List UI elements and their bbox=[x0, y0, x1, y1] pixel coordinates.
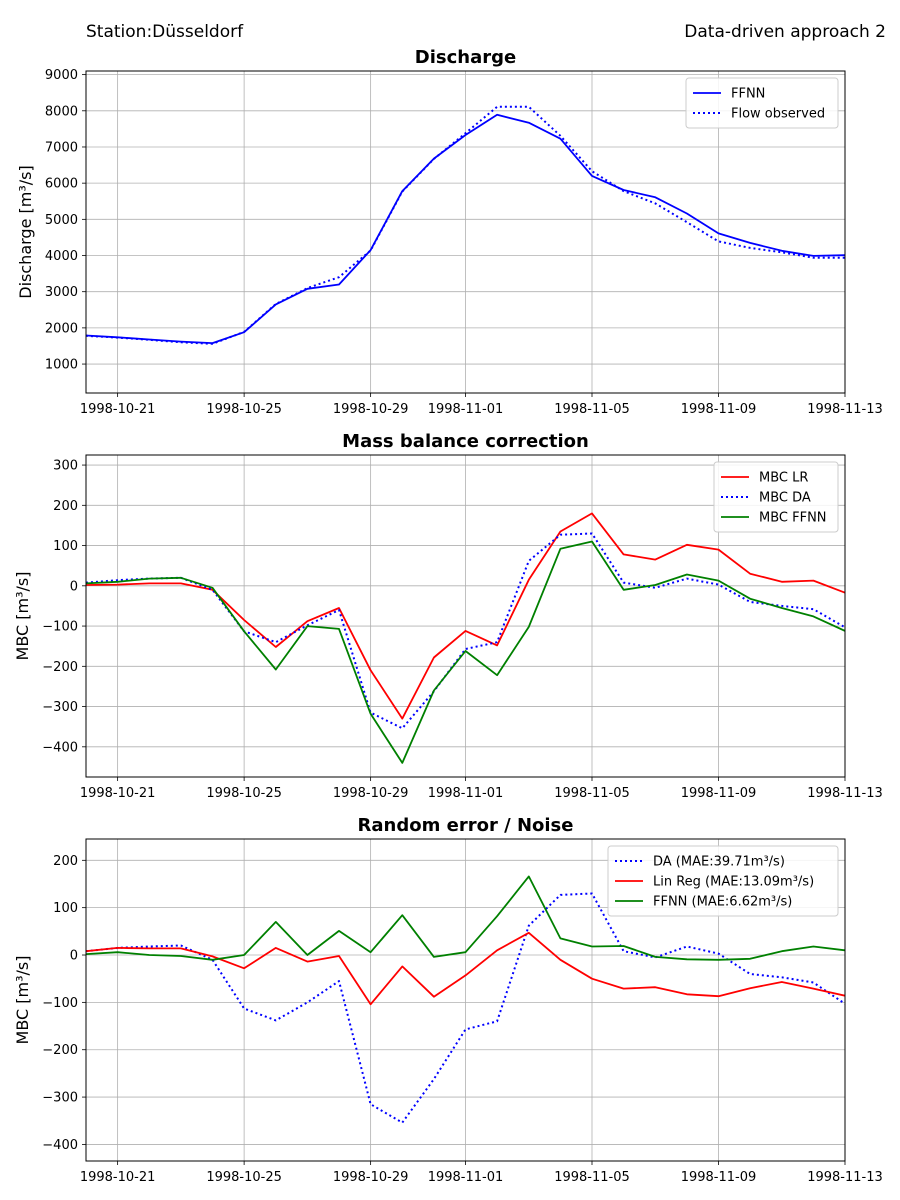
y-tick-label: −400 bbox=[42, 1138, 78, 1153]
y-tick-label: 2000 bbox=[45, 321, 78, 336]
y-axis-label: MBC [m³/s] bbox=[13, 572, 32, 661]
legend-label: Flow observed bbox=[731, 107, 825, 122]
chart-panel-1: Discharge 1000 2000 3000 4000 5000 6000 7000 800… bbox=[16, 47, 883, 417]
x-tick-label: 1998-11-09 bbox=[681, 1170, 757, 1185]
series-line-1 bbox=[86, 892, 845, 1124]
x-tick-label: 1998-11-01 bbox=[428, 786, 504, 801]
series-line-3 bbox=[86, 540, 845, 764]
x-tick-label: 1998-10-29 bbox=[333, 402, 409, 417]
station-label: Station:Düsseldorf bbox=[86, 22, 244, 42]
x-tick-label: 1998-10-25 bbox=[206, 1170, 282, 1185]
y-tick-label: 100 bbox=[53, 539, 78, 554]
legend-label: FFNN (MAE:6.62m³/s) bbox=[653, 895, 792, 910]
y-tick-label: −200 bbox=[42, 660, 78, 675]
y-tick-label: 9000 bbox=[45, 68, 78, 83]
legend-label: MBC LR bbox=[759, 471, 808, 486]
y-tick-label: −300 bbox=[42, 1091, 78, 1106]
plot-frame bbox=[85, 70, 846, 394]
series-line-3 bbox=[86, 875, 845, 961]
legend-box bbox=[713, 461, 839, 533]
legend-box bbox=[685, 77, 839, 129]
y-tick-label: −200 bbox=[42, 1043, 78, 1058]
x-tick-label: 1998-11-01 bbox=[428, 402, 504, 417]
plot-frame bbox=[85, 838, 846, 1162]
x-tick-label: 1998-10-29 bbox=[333, 786, 409, 801]
legend-label: DA (MAE:39.71m³/s) bbox=[653, 855, 785, 870]
plot-frame bbox=[85, 454, 846, 778]
series-line-1 bbox=[86, 512, 845, 720]
chart-title: Mass balance correction bbox=[342, 431, 589, 452]
y-tick-label: 200 bbox=[53, 499, 78, 514]
x-tick-label: 1998-11-05 bbox=[554, 786, 630, 801]
legend-box bbox=[607, 845, 839, 917]
x-tick-label: 1998-11-09 bbox=[681, 402, 757, 417]
y-tick-label: −300 bbox=[42, 700, 78, 715]
y-tick-label: 4000 bbox=[45, 249, 78, 264]
x-tick-label: 1998-11-13 bbox=[807, 786, 883, 801]
legend-label: MBC DA bbox=[759, 491, 811, 506]
y-tick-label: 7000 bbox=[45, 140, 78, 155]
chart-title: Discharge bbox=[415, 47, 516, 68]
x-tick-label: 1998-11-13 bbox=[807, 1170, 883, 1185]
series-line-2 bbox=[86, 931, 845, 1006]
legend-label: MBC FFNN bbox=[759, 511, 827, 526]
y-tick-label: 1000 bbox=[45, 358, 78, 373]
y-tick-label: 6000 bbox=[45, 177, 78, 192]
chart-panel-3: Random error / Noise −400 −300 −200 −100 0 100… bbox=[13, 815, 883, 1185]
legend: DA (MAE:39.71m³/s) Lin Reg (MAE:13.09m³/s… bbox=[607, 845, 839, 917]
x-tick-label: 1998-10-21 bbox=[80, 402, 156, 417]
chart-title: Random error / Noise bbox=[358, 815, 574, 836]
y-tick-label: 100 bbox=[53, 901, 78, 916]
y-tick-label: 0 bbox=[70, 949, 78, 964]
x-tick-label: 1998-10-21 bbox=[80, 786, 156, 801]
y-tick-label: −100 bbox=[42, 620, 78, 635]
legend: MBC LR MBC DA MBC FFNN bbox=[713, 461, 839, 533]
y-tick-label: −400 bbox=[42, 740, 78, 755]
series-line-2 bbox=[86, 105, 845, 345]
y-tick-label: 0 bbox=[70, 579, 78, 594]
y-tick-label: 5000 bbox=[45, 213, 78, 228]
legend-label: FFNN bbox=[731, 87, 765, 102]
y-axis-label: MBC [m³/s] bbox=[13, 956, 32, 1045]
x-tick-label: 1998-10-25 bbox=[206, 402, 282, 417]
x-tick-label: 1998-11-09 bbox=[681, 786, 757, 801]
legend-label: Lin Reg (MAE:13.09m³/s) bbox=[653, 875, 814, 890]
x-tick-label: 1998-11-05 bbox=[554, 402, 630, 417]
chart-panel-2: Mass balance correction −400 −300 −200 −100 0… bbox=[13, 431, 883, 801]
x-tick-label: 1998-11-05 bbox=[554, 1170, 630, 1185]
x-tick-label: 1998-11-01 bbox=[428, 1170, 504, 1185]
x-tick-label: 1998-10-29 bbox=[333, 1170, 409, 1185]
legend: FFNN Flow observed bbox=[685, 77, 839, 129]
y-tick-label: 8000 bbox=[45, 104, 78, 119]
y-tick-label: 200 bbox=[53, 854, 78, 869]
y-tick-label: 3000 bbox=[45, 285, 78, 300]
y-tick-label: 300 bbox=[53, 459, 78, 474]
x-tick-label: 1998-10-21 bbox=[80, 1170, 156, 1185]
y-axis-label: Discharge [m³/s] bbox=[16, 165, 35, 298]
x-tick-label: 1998-11-13 bbox=[807, 402, 883, 417]
approach-label: Data-driven approach 2 bbox=[684, 22, 886, 42]
y-tick-label: −100 bbox=[42, 996, 78, 1011]
x-tick-label: 1998-10-25 bbox=[206, 786, 282, 801]
